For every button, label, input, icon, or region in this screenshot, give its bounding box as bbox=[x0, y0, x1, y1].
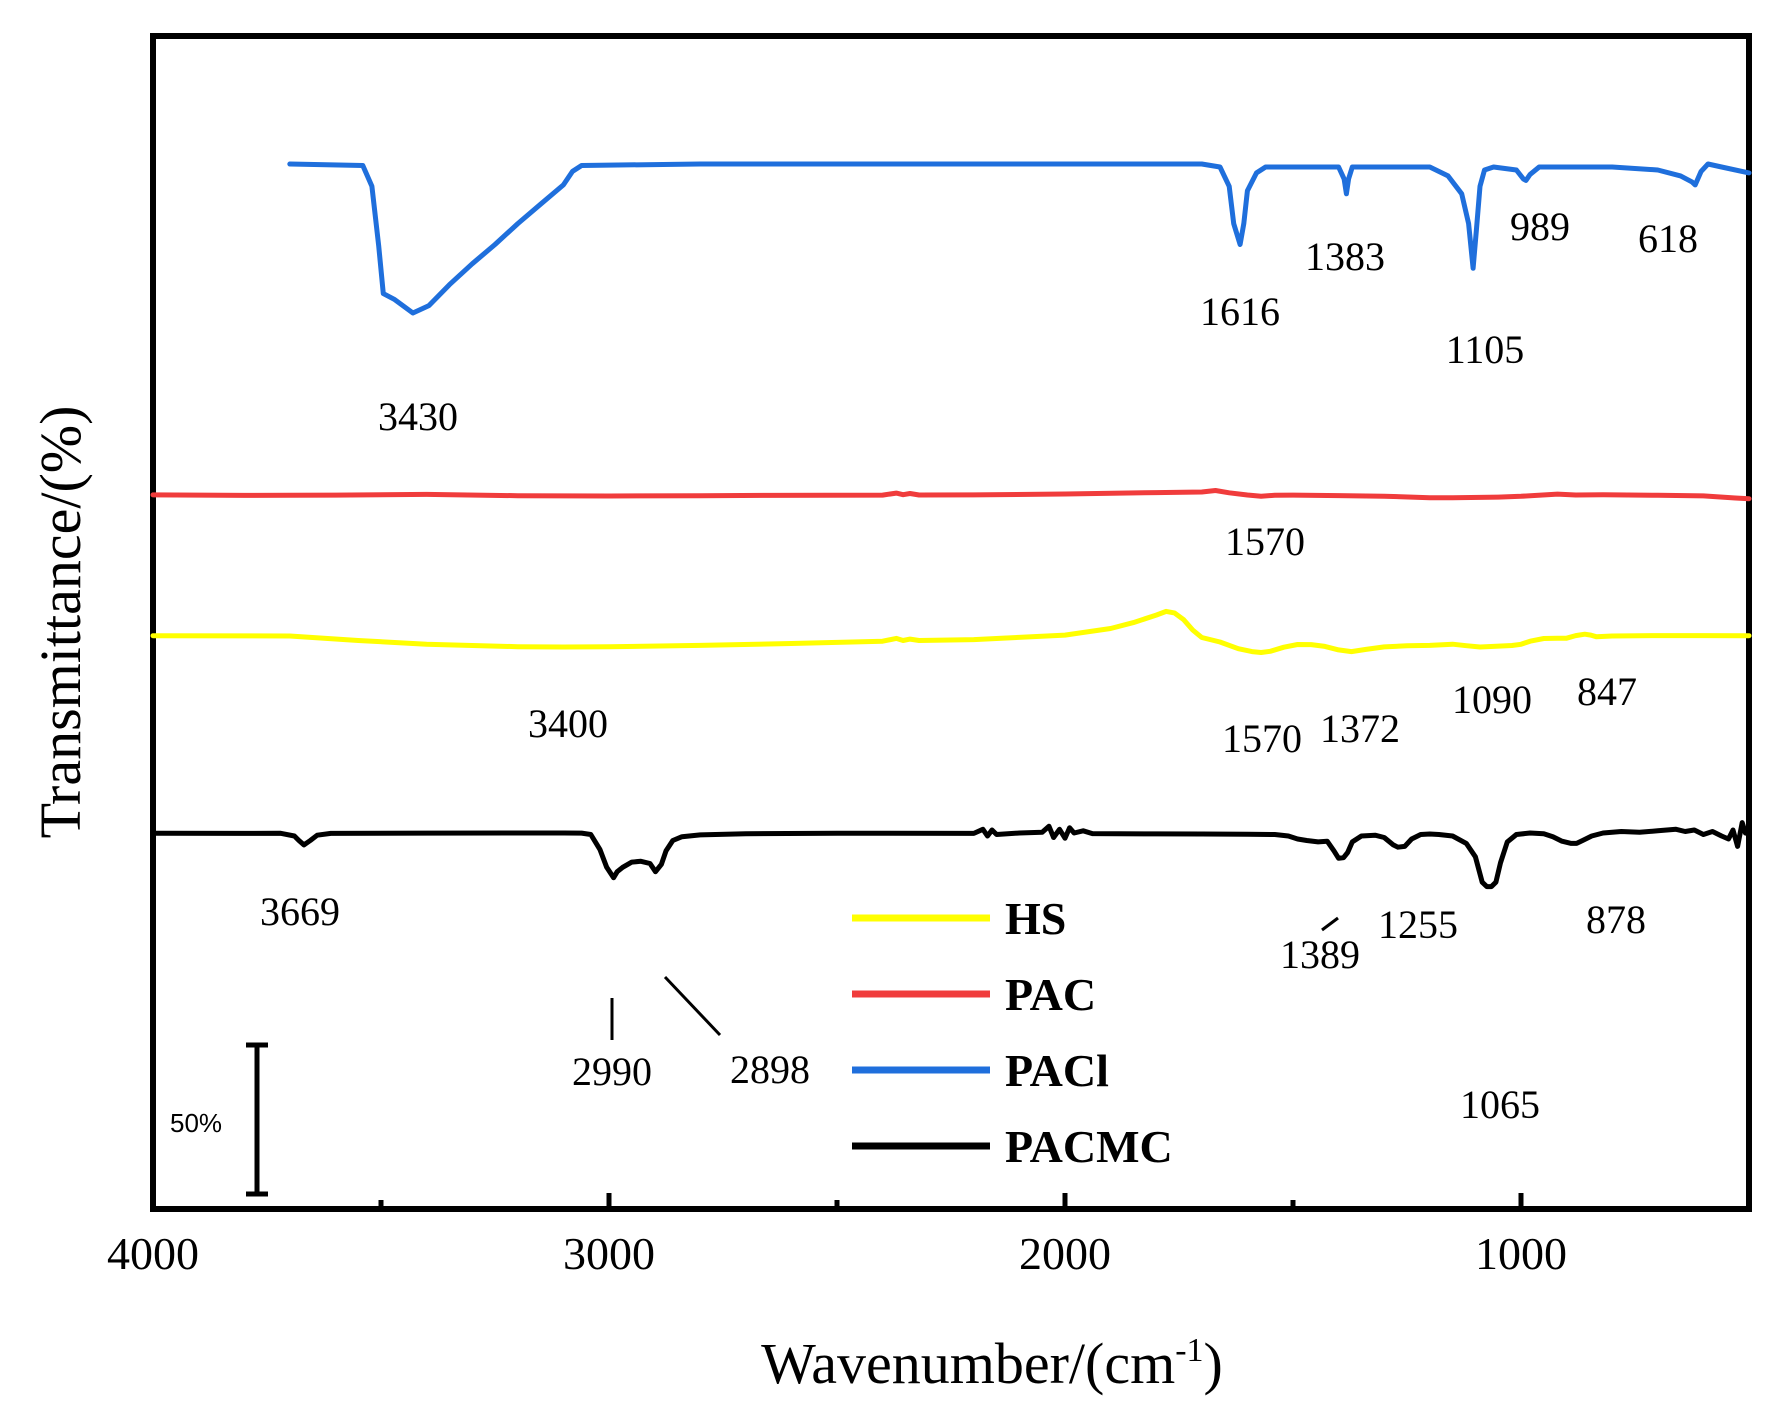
peak-label-pacmc: 3669 bbox=[260, 889, 340, 934]
peak-label-pacl: 1105 bbox=[1446, 327, 1525, 372]
x-tick-label: 1000 bbox=[1475, 1228, 1567, 1279]
peak-label-pacmc: 1065 bbox=[1460, 1082, 1540, 1127]
series-line-pacl bbox=[287, 161, 1752, 316]
peak-label-hs: 1090 bbox=[1452, 677, 1532, 722]
peak-label-hs: 1372 bbox=[1320, 706, 1400, 751]
legend: HS PAC PACl PACMC bbox=[852, 893, 1173, 1172]
x-axis: 4000 3000 2000 1000 bbox=[107, 1193, 1567, 1279]
peak-label-pacl: 1383 bbox=[1305, 234, 1385, 279]
x-axis-title: Wavenumber/(cm-1) bbox=[761, 1331, 1223, 1396]
peak-leader-line bbox=[663, 975, 722, 1037]
peak-label-pacl: 3430 bbox=[378, 394, 458, 439]
x-tick-label: 4000 bbox=[107, 1228, 199, 1279]
legend-label-pacmc: PACMC bbox=[1005, 1121, 1173, 1172]
y-axis-title: Transmittance/(%) bbox=[28, 406, 93, 839]
peak-leader-line bbox=[1321, 916, 1339, 932]
x-tick-label: 3000 bbox=[563, 1228, 655, 1279]
peak-label-pacl: 1616 bbox=[1200, 289, 1280, 334]
series-line-hs bbox=[150, 608, 1752, 655]
series-line-pacmc bbox=[150, 820, 1752, 890]
series-layer bbox=[150, 161, 1752, 890]
scale-bar-label: 50% bbox=[170, 1108, 222, 1138]
peak-label-pacl: 989 bbox=[1510, 204, 1570, 249]
scale-bar: 50% bbox=[170, 1042, 268, 1197]
peak-label-pacmc: 1389 bbox=[1280, 932, 1360, 977]
peak-label-pacmc: 1255 bbox=[1378, 902, 1458, 947]
peak-label-pacmc: 2990 bbox=[572, 1049, 652, 1094]
peak-labels: 3430 1616 1383 1105 989 618 1570 3400 1570 1372 10… bbox=[260, 204, 1698, 1127]
peak-label-pacmc: 2898 bbox=[730, 1047, 810, 1092]
peak-label-hs: 1570 bbox=[1222, 716, 1302, 761]
series-line-pac bbox=[150, 488, 1752, 502]
plot-frame bbox=[150, 33, 1752, 1212]
x-axis-title-close: ) bbox=[1204, 1331, 1223, 1396]
legend-label-hs: HS bbox=[1005, 893, 1066, 944]
peak-label-pacl: 618 bbox=[1638, 216, 1698, 261]
x-axis-title-main: Wavenumber/(cm bbox=[761, 1331, 1175, 1396]
peak-label-hs: 847 bbox=[1577, 669, 1637, 714]
legend-label-pacl: PACl bbox=[1005, 1045, 1109, 1096]
peak-label-hs: 3400 bbox=[528, 701, 608, 746]
x-axis-title-superscript: -1 bbox=[1175, 1332, 1203, 1369]
peak-label-pac: 1570 bbox=[1225, 519, 1305, 564]
x-tick-label: 2000 bbox=[1019, 1228, 1111, 1279]
legend-label-pac: PAC bbox=[1005, 969, 1096, 1020]
peak-label-pacmc: 878 bbox=[1586, 897, 1646, 942]
